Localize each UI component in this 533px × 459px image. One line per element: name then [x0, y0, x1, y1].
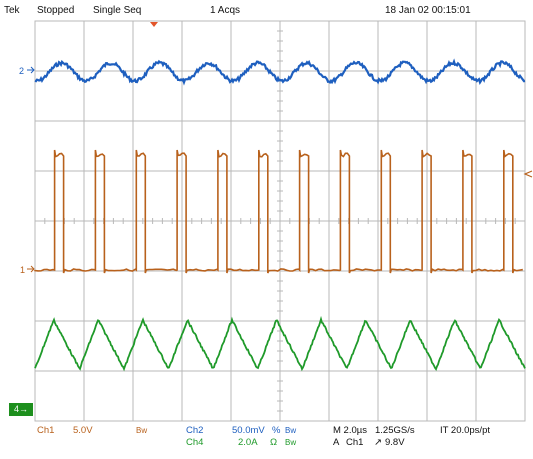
ch1-scale[interactable]: 5.0V	[73, 425, 93, 436]
date-time: 18 Jan 02 00:15:01	[385, 5, 471, 16]
ch1-marker[interactable]: 1	[20, 265, 35, 275]
timebase-readout[interactable]: M 2.0µs	[333, 425, 367, 436]
ch1-marker-label: 1	[20, 265, 25, 275]
ch4-scale[interactable]: 2.0A	[238, 437, 258, 448]
interval-readout: IT 20.0ps/pt	[440, 425, 490, 436]
acquisition-count: 1 Acqs	[210, 5, 241, 16]
ch1-bandwidth-icon: Bw	[136, 426, 148, 435]
ch2-name[interactable]: Ch2	[186, 425, 204, 436]
trigger-source[interactable]: Ch1	[346, 437, 364, 448]
ch2-waveform	[34, 58, 526, 86]
graticule	[34, 20, 526, 422]
ch4-unit-icon: Ω	[270, 437, 278, 448]
ch2-unit-icon: %	[272, 425, 281, 436]
acquisition-mode: Single Seq	[93, 5, 142, 16]
ch2-marker-arrow-icon	[27, 66, 35, 74]
ch2-marker-label: 2	[19, 66, 24, 76]
trigger-position-marker[interactable]	[150, 22, 158, 27]
ch1-waveform	[34, 149, 523, 274]
ch4-waveform	[34, 315, 526, 372]
ch4-marker[interactable]: 4→	[9, 403, 33, 416]
ch2-scale[interactable]: 50.0mV	[232, 425, 265, 436]
ch4-name[interactable]: Ch4	[186, 437, 204, 448]
ch2-bandwidth-icon: Bw	[285, 426, 297, 435]
ch2-marker[interactable]: 2	[19, 66, 35, 76]
brand-label: Tek	[4, 5, 20, 16]
ch4-marker-label: 4	[13, 404, 19, 414]
sample-rate-readout: 1.25GS/s	[375, 425, 415, 436]
trigger-level-marker[interactable]	[523, 170, 533, 178]
ch4-bandwidth-icon: Bw	[285, 438, 297, 447]
trigger-label: A	[333, 437, 340, 448]
ch1-marker-arrow-icon	[27, 265, 35, 273]
acquisition-state: Stopped	[37, 5, 75, 16]
trigger-slope-icon: ↗	[374, 437, 382, 448]
ch1-name[interactable]: Ch1	[37, 425, 55, 436]
trigger-level-readout[interactable]: 9.8V	[385, 437, 405, 448]
